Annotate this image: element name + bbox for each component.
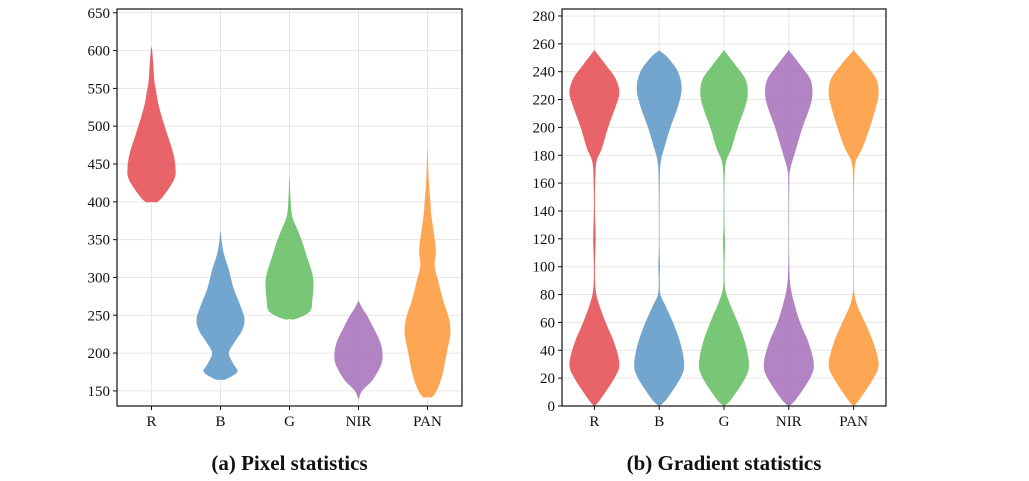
y-tick-label: 500	[88, 119, 111, 135]
y-tick-label: 260	[533, 37, 556, 53]
x-tick-label: R	[146, 414, 156, 430]
x-tick-label: G	[284, 414, 295, 430]
violin-b	[634, 50, 685, 407]
violin-g	[699, 49, 749, 407]
y-tick-label: 250	[88, 308, 111, 324]
panel-caption: (b) Gradient statistics	[627, 451, 822, 475]
violin-nir	[334, 301, 383, 399]
y-tick-label: 450	[88, 157, 111, 173]
pixel-statistics-panel: 150 200 250 300 350 400 450 500 550 600 650 R B G NIR…	[88, 6, 463, 475]
x-tick-label: NIR	[346, 414, 372, 430]
y-tick-label: 350	[88, 233, 111, 249]
violin-pan	[828, 49, 879, 407]
y-tick-label: 20	[540, 371, 555, 387]
y-tick-label: 60	[540, 315, 555, 331]
y-tick-label: 240	[533, 65, 556, 81]
gradient-statistics-panel: 020406080100120140160180200220240260280 …	[533, 8, 887, 475]
y-tick-label: 200	[533, 120, 556, 136]
y-tick-label: 150	[88, 384, 111, 400]
y-tick-label: 0	[548, 399, 556, 415]
x-tick-label: B	[215, 414, 225, 430]
x-tick-label: G	[719, 414, 730, 430]
panel-caption: (a) Pixel statistics	[211, 451, 367, 475]
violin-pan	[404, 148, 451, 398]
violin-nir	[763, 49, 814, 407]
y-tick-label: 120	[533, 232, 556, 248]
y-tick-label: 400	[88, 195, 111, 211]
x-tick-label: PAN	[413, 414, 442, 430]
x-tick-label: PAN	[839, 414, 868, 430]
x-tick-label: NIR	[776, 414, 802, 430]
y-tick-label: 650	[88, 6, 111, 22]
y-tick-label: 200	[88, 346, 111, 362]
violin-r	[569, 49, 620, 407]
y-tick-label: 550	[88, 81, 111, 97]
violin-b	[196, 231, 245, 381]
y-tick-label: 140	[533, 204, 556, 220]
y-tick-label: 220	[533, 93, 556, 109]
violin-g	[265, 177, 314, 320]
y-tick-label: 100	[533, 260, 556, 276]
y-tick-label: 40	[540, 343, 555, 359]
y-tick-label: 180	[533, 148, 556, 164]
y-tick-label: 80	[540, 288, 555, 304]
y-tick-label: 280	[533, 9, 556, 25]
y-tick-label: 160	[533, 176, 556, 192]
y-tick-label: 300	[88, 270, 111, 286]
violin-r	[127, 47, 176, 203]
x-tick-label: B	[654, 414, 664, 430]
y-tick-label: 600	[88, 44, 111, 60]
x-tick-label: R	[589, 414, 599, 430]
